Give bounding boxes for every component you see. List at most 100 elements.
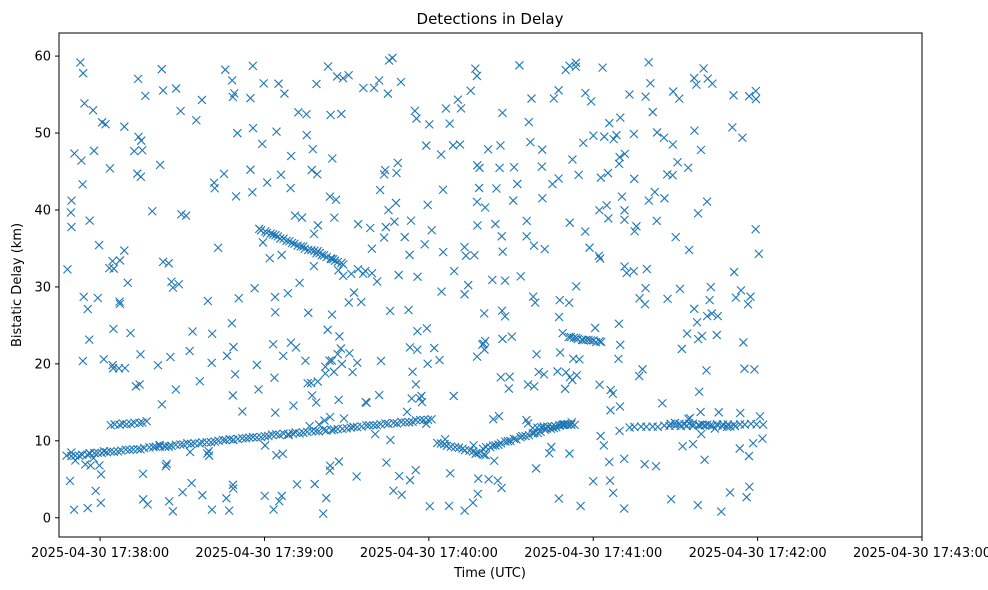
data-point-noise xyxy=(384,56,394,65)
data-point-track-1 xyxy=(198,437,207,447)
data-point-noise xyxy=(323,325,333,335)
data-point-noise xyxy=(644,196,654,206)
data-point-noise xyxy=(158,257,168,267)
data-point-noise xyxy=(529,382,539,391)
data-point-noise xyxy=(207,505,217,515)
data-point-noise xyxy=(468,498,478,508)
data-point-noise xyxy=(228,484,238,493)
data-point-noise xyxy=(336,344,346,353)
data-point-track-1 xyxy=(164,442,174,452)
data-point-track-1 xyxy=(260,431,270,441)
data-point-noise xyxy=(136,136,146,146)
data-point-noise xyxy=(270,373,279,383)
data-point-noise xyxy=(390,217,399,227)
data-point-track-9 xyxy=(450,442,460,452)
data-point-track-1 xyxy=(195,438,204,448)
data-point-noise xyxy=(693,500,703,510)
data-point-noise xyxy=(588,131,598,141)
data-point-track-4 xyxy=(491,441,500,450)
data-point-noise xyxy=(421,419,431,429)
data-point-noise xyxy=(291,343,301,352)
data-point-noise xyxy=(138,469,148,479)
data-point-noise xyxy=(438,247,448,257)
data-point-noise xyxy=(666,494,676,504)
data-point-noise xyxy=(424,120,434,129)
data-point-noise xyxy=(303,378,313,388)
data-point-noise xyxy=(555,348,565,357)
data-point-noise xyxy=(108,360,118,370)
data-point-noise xyxy=(673,157,682,167)
data-point-noise xyxy=(334,457,344,466)
data-point-track-1 xyxy=(125,445,135,455)
data-point-noise xyxy=(97,117,107,127)
data-point-track-7 xyxy=(595,336,604,346)
data-point-noise xyxy=(608,488,618,498)
data-point-track-1 xyxy=(225,434,235,444)
data-point-track-8 xyxy=(547,422,557,432)
data-point-noise xyxy=(448,141,458,150)
data-point-noise xyxy=(66,448,76,457)
data-point-noise xyxy=(327,154,337,163)
data-point-noise xyxy=(714,407,724,417)
data-point-noise xyxy=(620,149,630,159)
data-point-noise xyxy=(405,475,415,485)
data-point-noise xyxy=(746,292,755,302)
data-point-track-4 xyxy=(485,442,495,452)
data-point-noise xyxy=(66,208,76,217)
data-point-noise xyxy=(483,145,493,154)
data-point-noise xyxy=(376,356,386,366)
data-point-noise xyxy=(331,195,341,205)
data-point-noise xyxy=(136,172,146,182)
data-point-track-1 xyxy=(109,447,119,457)
data-point-noise xyxy=(668,87,678,96)
data-point-noise xyxy=(258,238,268,247)
data-point-noise xyxy=(689,73,699,83)
data-point-track-1 xyxy=(175,440,185,449)
data-point-track-1 xyxy=(368,420,378,430)
data-point-noise xyxy=(742,492,752,502)
data-point-noise xyxy=(735,408,745,418)
data-point-noise xyxy=(210,183,220,193)
data-point-noise xyxy=(174,279,184,289)
data-point-noise xyxy=(553,367,562,376)
data-point-noise xyxy=(435,355,444,365)
data-point-noise xyxy=(133,74,143,84)
data-point-track-9 xyxy=(479,450,489,460)
data-point-noise xyxy=(477,340,487,350)
data-point-noise xyxy=(473,489,483,499)
data-point-noise xyxy=(692,317,702,327)
data-point-noise xyxy=(213,243,223,253)
data-point-noise xyxy=(470,250,479,260)
data-point-noise xyxy=(93,293,103,303)
data-point-noise xyxy=(758,434,767,444)
data-point-noise xyxy=(280,89,289,98)
data-point-noise xyxy=(497,306,507,316)
data-point-noise xyxy=(475,163,484,173)
data-point-noise xyxy=(534,367,544,377)
data-point-noise xyxy=(523,380,533,389)
data-point-noise xyxy=(332,72,342,81)
data-point-noise xyxy=(657,398,667,408)
data-point-noise xyxy=(744,91,754,101)
data-point-noise xyxy=(683,163,693,173)
data-point-noise xyxy=(504,384,514,393)
data-point-noise xyxy=(344,298,354,307)
data-point-track-1 xyxy=(113,447,123,456)
data-point-noise xyxy=(668,170,677,180)
data-point-noise xyxy=(494,411,504,421)
data-point-noise xyxy=(274,79,283,89)
data-point-noise xyxy=(578,138,588,148)
data-point-noise xyxy=(313,220,323,230)
data-point-noise xyxy=(500,311,510,321)
data-point-noise xyxy=(646,78,655,88)
data-point-noise xyxy=(67,222,76,232)
data-point-noise xyxy=(297,213,307,223)
data-point-noise xyxy=(346,269,356,279)
data-point-noise xyxy=(67,196,76,206)
data-point-noise xyxy=(309,261,319,271)
y-tick-label: 40 xyxy=(34,203,51,218)
data-point-noise xyxy=(195,376,205,386)
data-point-noise xyxy=(606,405,615,415)
x-tick-label: 2025-04-30 17:38:00 xyxy=(31,546,169,561)
data-point-track-1 xyxy=(182,438,192,448)
